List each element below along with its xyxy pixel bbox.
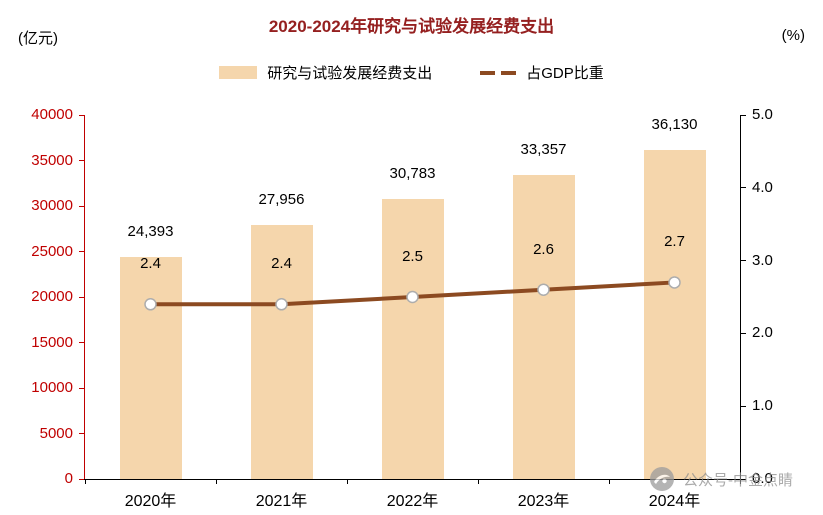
line-marker xyxy=(537,283,550,296)
right-axis-tick-label: 1.0 xyxy=(752,397,773,415)
left-axis-tick-label: 10000 xyxy=(31,379,73,396)
right-axis-tick xyxy=(740,260,746,262)
legend-label-line: 占GDP比重 xyxy=(526,65,604,82)
right-axis-tick-label: 2.0 xyxy=(752,324,773,342)
line-value-label: 2.5 xyxy=(402,248,423,265)
bar xyxy=(381,198,444,479)
left-axis-tick-label: 25000 xyxy=(31,242,73,260)
x-axis-tick-label: 2024年 xyxy=(648,493,701,510)
bar-value-label: 36,130 xyxy=(651,116,698,134)
left-axis-tick-label: 35000 xyxy=(31,151,73,169)
x-axis-tick-label: 2021年 xyxy=(255,493,308,510)
right-axis-tick xyxy=(740,332,746,334)
line-marker xyxy=(275,298,288,311)
left-axis-tick xyxy=(79,251,85,252)
watermark: 公众号-中金点睛 xyxy=(649,466,793,492)
right-axis-tick xyxy=(740,478,746,480)
left-axis-tick-label: 15000 xyxy=(31,333,73,351)
legend-item-bar: 研究与试验发展经费支出 xyxy=(219,62,432,83)
watermark-text: 公众号-中金点睛 xyxy=(683,471,793,489)
right-axis-tick xyxy=(740,187,746,189)
right-axis-tick xyxy=(740,114,746,116)
bar-value-label: 33,357 xyxy=(520,141,567,159)
legend-item-line: 占GDP比重 xyxy=(480,62,604,83)
line-series-swatch xyxy=(480,70,517,75)
cicc-logo-icon xyxy=(650,467,674,491)
left-axis-tick-label: 5000 xyxy=(39,424,73,442)
left-axis-tick-label: 0 xyxy=(64,470,73,487)
x-axis-tick-label: 2023年 xyxy=(517,493,570,510)
line-value-label: 2.7 xyxy=(664,233,685,251)
left-axis-tick xyxy=(79,342,85,343)
right-axis-tick xyxy=(740,405,746,407)
left-axis-tick xyxy=(79,160,85,161)
bar-value-label: 30,783 xyxy=(389,164,436,182)
left-axis-tick xyxy=(79,114,85,116)
x-axis-tick xyxy=(608,479,610,484)
line-value-label: 2.4 xyxy=(271,255,292,273)
right-axis-tick-label: 0.0 xyxy=(752,470,773,487)
x-axis-tick xyxy=(739,479,741,484)
left-axis-tick-label: 20000 xyxy=(31,288,73,305)
line-marker xyxy=(406,290,419,304)
left-axis-tick xyxy=(79,296,85,298)
legend-label-bar: 研究与试验发展经费支出 xyxy=(267,65,433,82)
left-axis-tick-label: 40000 xyxy=(31,106,73,123)
gdp-share-line xyxy=(144,276,681,311)
left-axis-tick xyxy=(79,433,85,434)
x-axis-tick xyxy=(215,479,217,484)
right-axis-tick-label: 5.0 xyxy=(752,106,773,123)
bar xyxy=(512,175,575,479)
bar-value-label: 24,393 xyxy=(127,223,174,241)
right-axis-tick-label: 4.0 xyxy=(752,178,773,196)
legend: 研究与试验发展经费支出 占GDP比重 xyxy=(0,62,823,83)
x-axis-tick xyxy=(477,479,479,484)
x-axis-tick-label: 2020年 xyxy=(124,493,177,510)
right-axis-line xyxy=(740,115,741,480)
chart-title: 2020-2024年研究与试验发展经费支出 xyxy=(268,17,555,36)
left-axis-tick xyxy=(79,387,85,389)
line-marker xyxy=(144,298,157,311)
left-axis-line xyxy=(84,115,85,480)
bar xyxy=(250,224,313,479)
right-axis-tick-label: 3.0 xyxy=(752,251,773,269)
right-axis-unit: (%) xyxy=(781,27,805,44)
left-axis-tick-label: 30000 xyxy=(31,197,73,214)
x-axis-line xyxy=(84,479,741,480)
x-axis-tick-label: 2022年 xyxy=(386,493,439,510)
bar-value-label: 27,956 xyxy=(258,190,305,208)
bar xyxy=(119,257,182,479)
bar xyxy=(643,150,706,479)
left-axis-unit: (亿元) xyxy=(18,30,58,47)
bar-series-swatch xyxy=(219,66,258,79)
left-axis-tick xyxy=(79,205,85,207)
left-axis-tick xyxy=(79,478,85,480)
x-axis-tick xyxy=(346,479,348,484)
line-marker xyxy=(668,276,681,289)
line-value-label: 2.4 xyxy=(140,255,161,273)
line-value-label: 2.6 xyxy=(533,240,554,258)
x-axis-tick xyxy=(84,479,86,484)
